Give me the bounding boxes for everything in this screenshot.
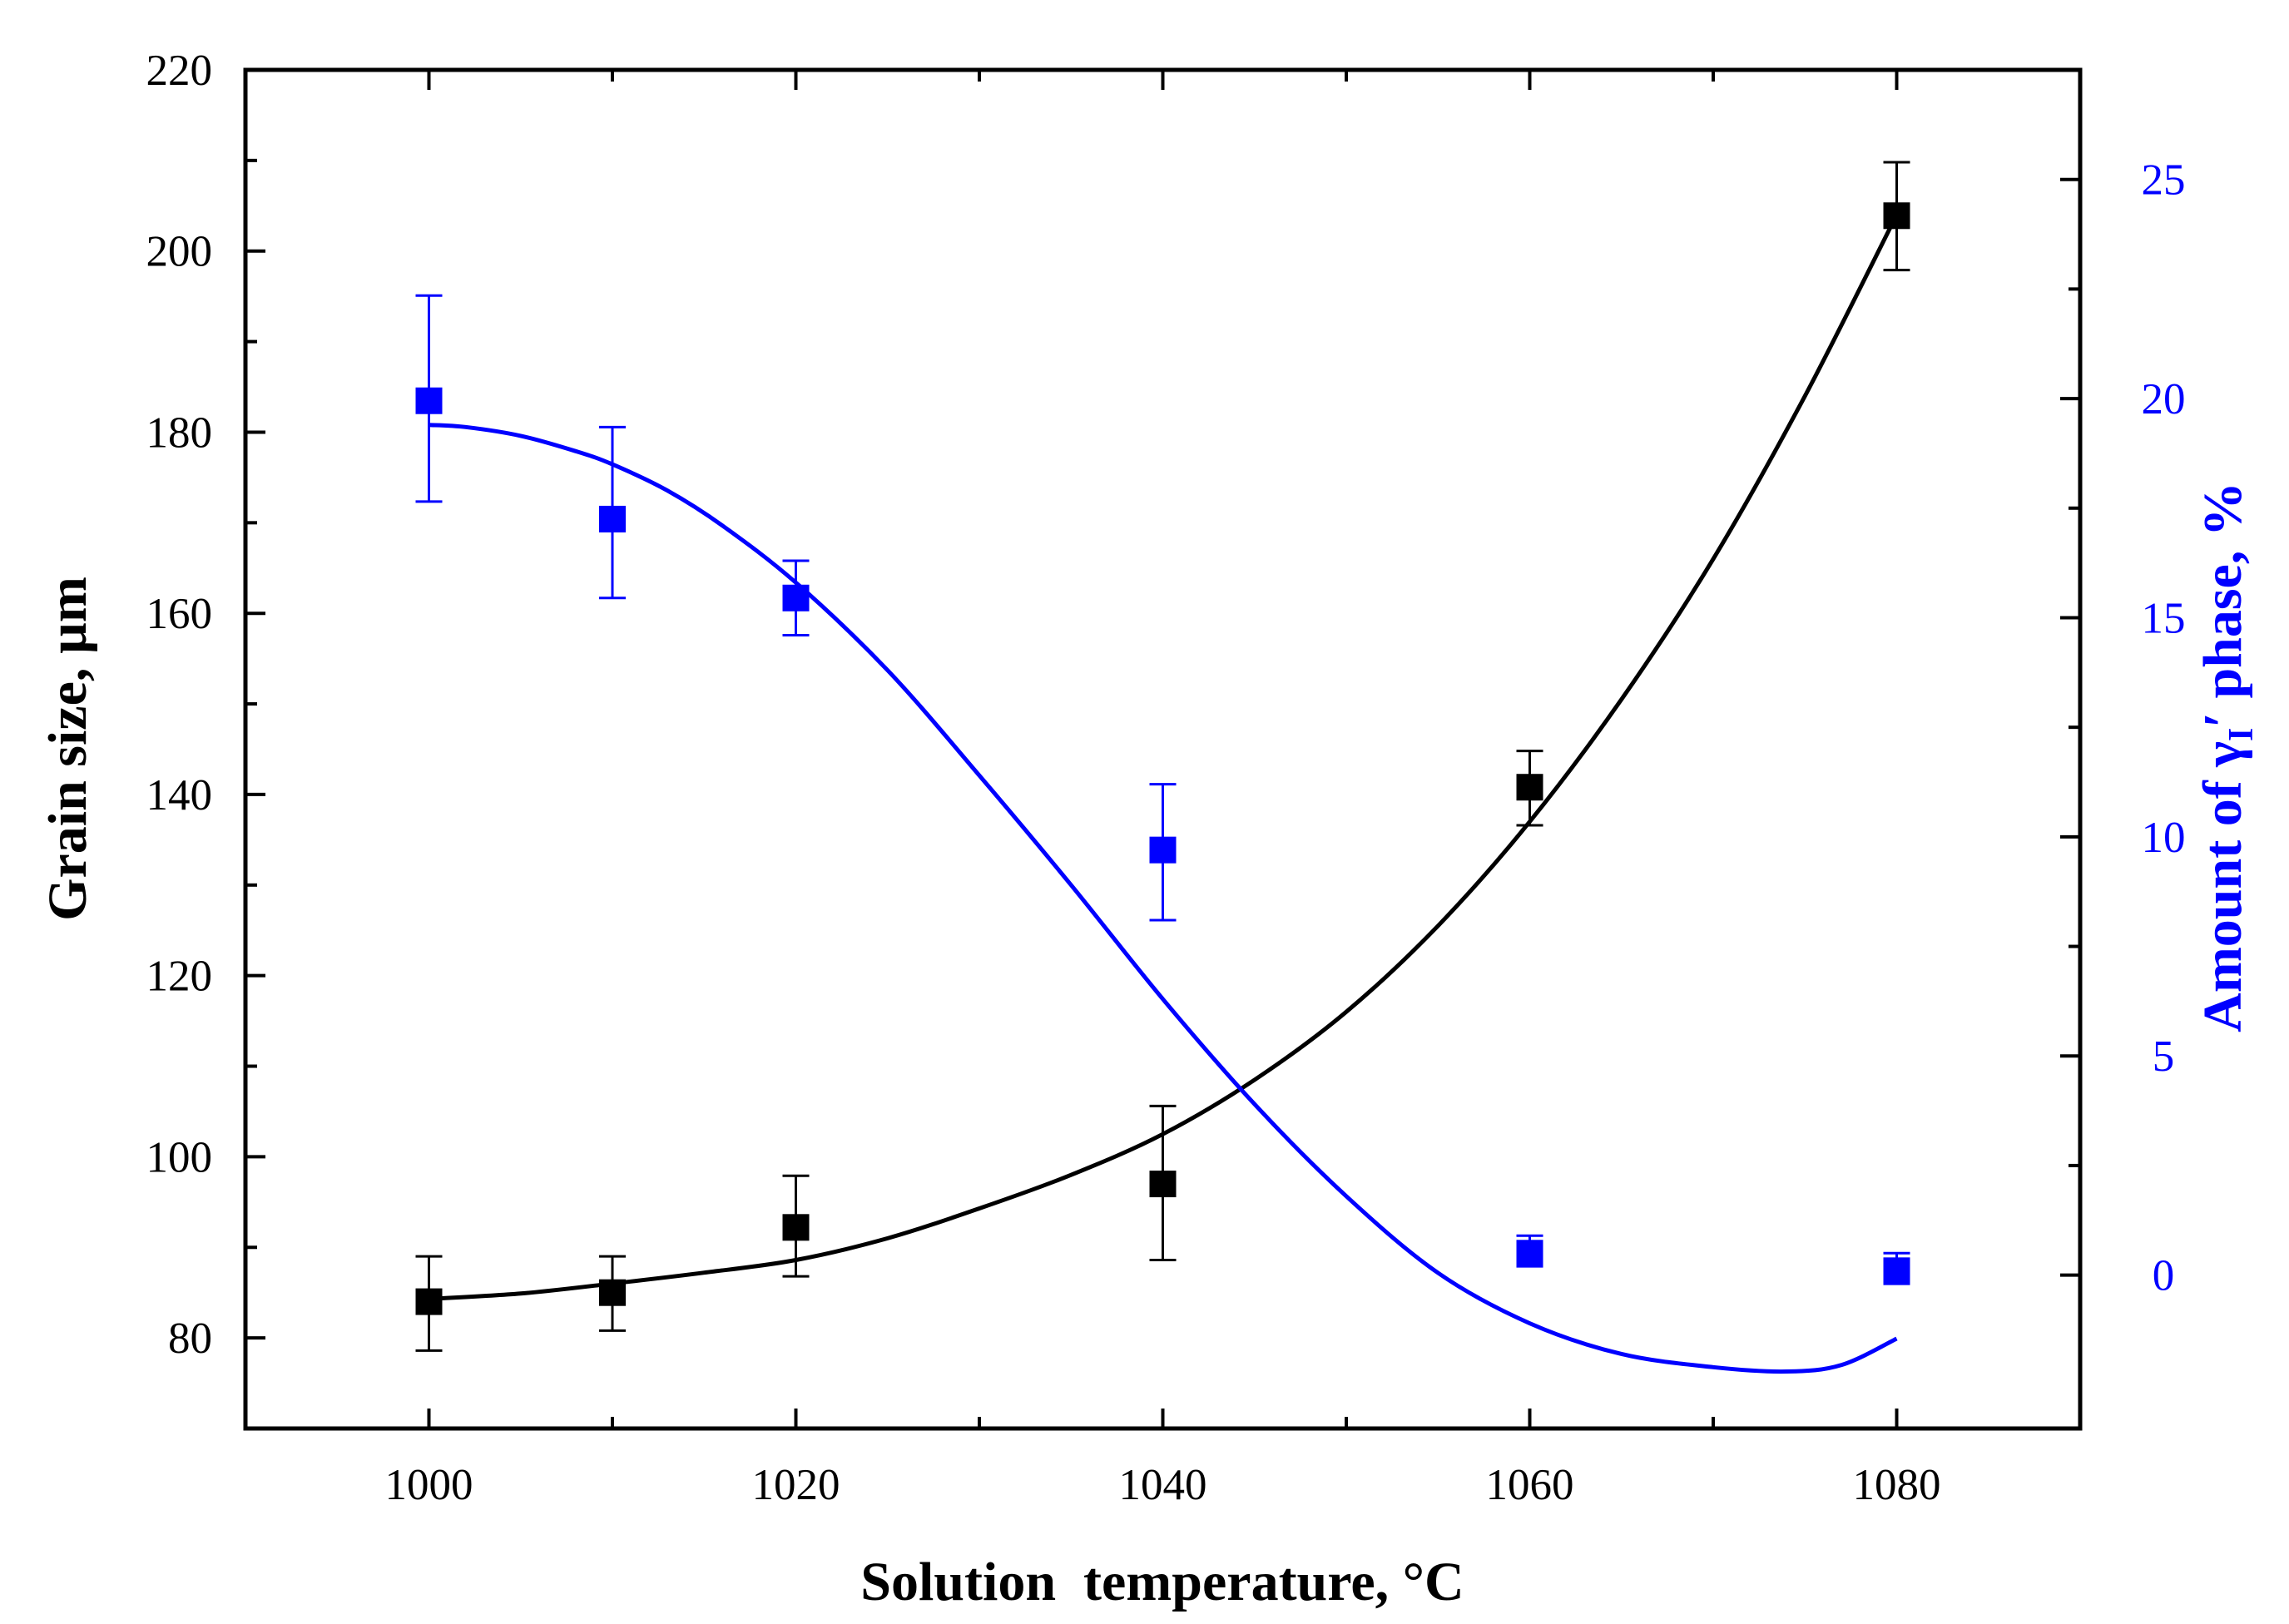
x-tick-label: 1080 [1853,1461,1941,1509]
y-right-tick-label: 25 [2142,156,2186,205]
y-right-title-gamma: γ [2192,741,2253,768]
y-right-tick-labels: 0 5 10 15 20 25 [2142,156,2186,1300]
y-left-tick-label: 220 [146,47,213,95]
y-right-tick-label: 15 [2142,594,2186,642]
x-tick-label: 1020 [752,1461,840,1509]
grain-marker [599,1279,626,1306]
y-left-tick-label: 100 [146,1133,213,1181]
y-right-title-prime: ′ [2192,712,2253,728]
data-markers [415,202,1910,1315]
x-tick-label: 1040 [1119,1461,1207,1509]
minor-ticks [244,70,2082,1428]
gamma-marker [1149,836,1177,864]
y-right-tick-label: 20 [2142,375,2186,423]
gamma-marker [415,387,443,414]
x-tick-label: 1060 [1486,1461,1574,1509]
y-left-axis-title: Grain size, µm [37,577,98,921]
y-right-title-prefix: Amount of [2192,767,2253,1032]
gamma-marker [1516,1240,1543,1267]
x-tick-label: 1000 [385,1461,473,1509]
x-axis-title: Solution temperature, °C [860,1552,1464,1612]
y-right-axis-title: Amount of γI′ phase, % [2192,482,2261,1032]
y-left-tick-label: 160 [146,590,213,638]
y-right-tick-label: 5 [2153,1032,2175,1081]
gamma-marker [1883,1257,1910,1285]
x-tick-labels: 1000 1020 1040 1060 1080 [385,1461,1941,1509]
gamma-marker [782,584,810,611]
grain-marker [782,1214,810,1241]
y-right-tick-label: 10 [2142,814,2186,862]
grain-marker [1883,202,1910,230]
major-ticks [245,68,2080,1428]
y-right-title-subscript: I [2222,728,2261,741]
y-left-tick-label: 120 [146,953,213,1001]
grain-marker [1149,1171,1177,1198]
y-left-tick-label: 140 [146,771,213,819]
gamma-marker [599,505,626,532]
grain-marker [415,1288,443,1315]
grain-marker [1516,774,1543,801]
y-left-tick-labels: 80 100 120 140 160 180 200 220 [146,47,213,1363]
y-right-title-suffix: phase, % [2192,482,2253,712]
y-left-tick-label: 180 [146,408,213,457]
y-left-tick-label: 200 [146,228,213,276]
y-left-tick-label: 80 [168,1315,212,1363]
y-right-tick-label: 0 [2153,1252,2175,1300]
